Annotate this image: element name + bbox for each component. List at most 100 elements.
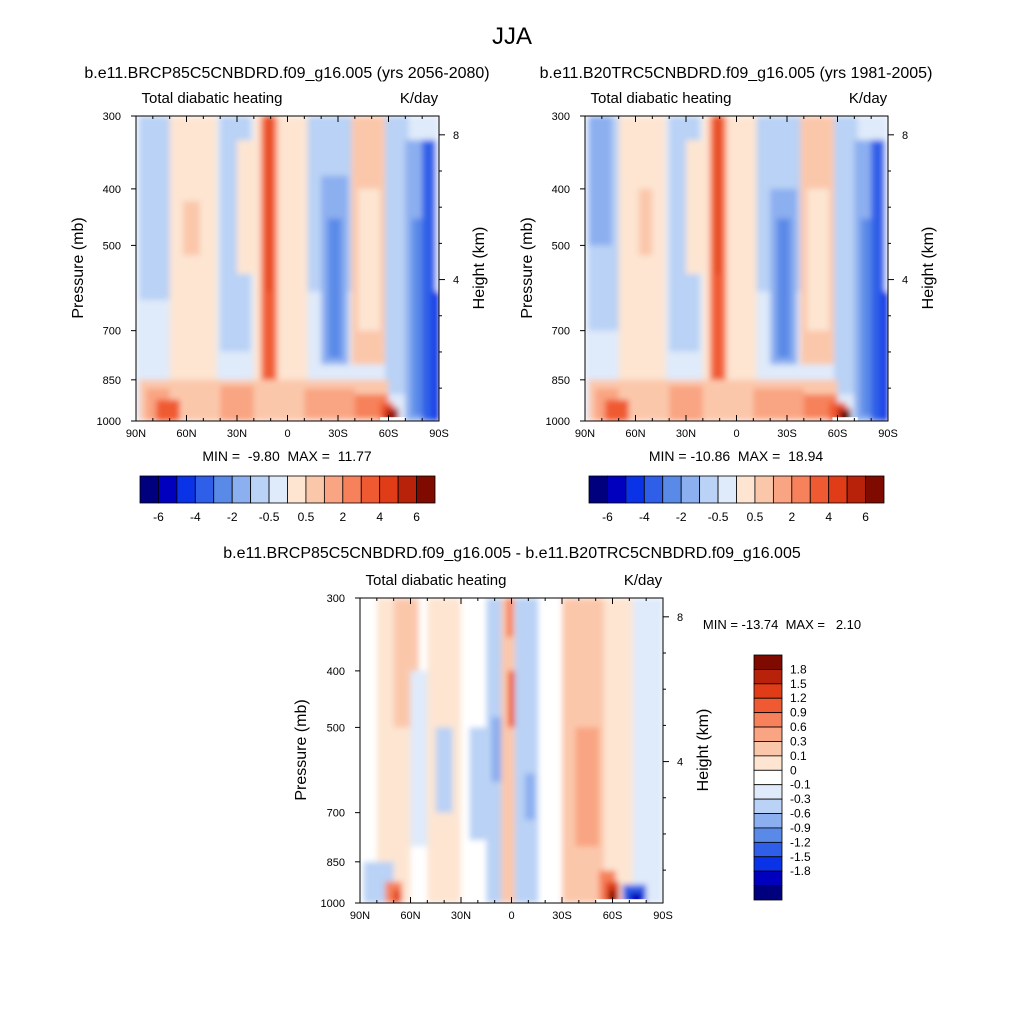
contour-region (156, 399, 180, 421)
colorbar-box (158, 475, 178, 504)
contour-region (604, 598, 633, 903)
x-tick-label: 90S (653, 910, 673, 922)
x-tick-label: 90S (429, 428, 449, 440)
colorbar-box (753, 885, 783, 901)
colorbar-box (754, 475, 774, 504)
colorbar-label: -0.5 (259, 510, 280, 524)
colorbar-box (846, 475, 866, 504)
colorbar-label: 1.2 (790, 691, 807, 705)
colorbar-label: 6 (862, 510, 869, 524)
colorbar-box (323, 475, 344, 504)
panel-difference-ylabel: Pressure (mb) (293, 699, 310, 800)
colorbar-label: 1.8 (790, 662, 807, 676)
x-tick-label: 30S (777, 428, 797, 440)
colorbar-label: 0.9 (790, 706, 807, 720)
panel-difference-right-string: K/day (624, 572, 663, 589)
y-tick-label: 500 (327, 722, 345, 734)
colorbar-box (753, 654, 783, 670)
y2-tick-label: 4 (902, 275, 908, 287)
x-tick-label: 60N (625, 428, 645, 440)
colorbar-label: -0.9 (790, 821, 811, 835)
contour-region (807, 188, 830, 331)
panel-future-stats: MIN = -9.80 MAX = 11.77 (202, 448, 372, 464)
panel-future-colorbar: -6 -4 -2 -0.5 0.5 2 4 6 (139, 475, 436, 524)
colorbar-box (305, 475, 325, 504)
contour-region (388, 413, 397, 421)
colorbar-label: 2 (788, 510, 795, 524)
contour-region (524, 773, 536, 820)
panel-difference-y2label: Height (km) (695, 709, 712, 792)
panel-historical-left-string: Total diabatic heating (591, 90, 732, 107)
colorbar-box (753, 784, 783, 800)
contour-fill-group (585, 116, 888, 421)
colorbar-box (753, 741, 783, 757)
y-tick-label: 850 (327, 857, 345, 869)
colorbar-label: -0.5 (708, 510, 729, 524)
panel-future: b.e11.BRCP85C5CNBDRD.f09_g16.005 (yrs 20… (70, 65, 490, 524)
y-tick-label: 1000 (321, 898, 345, 910)
contour-region (304, 388, 355, 419)
y-tick-label: 300 (552, 111, 570, 123)
contour-region (491, 717, 502, 782)
contour-region (861, 218, 875, 416)
y-tick-label: 700 (327, 808, 345, 820)
colorbar-label: -0.6 (790, 807, 811, 821)
x-tick-label: 90N (350, 910, 370, 922)
colorbar-label: -1.2 (790, 835, 811, 849)
contour-region (595, 899, 647, 903)
y2-tick-label: 8 (677, 612, 683, 624)
x-tick-label: 30S (552, 910, 572, 922)
colorbar-box (809, 475, 830, 504)
contour-region (776, 218, 791, 359)
panel-historical-stats: MIN = -10.86 MAX = 18.94 (649, 448, 824, 464)
colorbar-label: 0.1 (790, 749, 807, 763)
y-tick-label: 400 (327, 666, 345, 678)
contour-region (506, 598, 514, 638)
contour-region (605, 399, 629, 421)
x-tick-label: 30S (328, 428, 348, 440)
x-tick-label: 90N (575, 428, 595, 440)
contour-region (280, 116, 308, 421)
y2-tick-label: 8 (453, 130, 459, 142)
contour-region (881, 291, 888, 421)
contour-fill-group (360, 598, 663, 903)
colorbar-label: 2 (339, 510, 346, 524)
y2-tick-label: 8 (902, 130, 908, 142)
panel-future-right-string: K/day (400, 90, 439, 107)
colorbar-label: 1.5 (790, 677, 807, 691)
x-tick-label: 60N (400, 910, 420, 922)
colorbar-label: 6 (413, 510, 420, 524)
contour-region (514, 598, 539, 903)
panel-future-field (136, 116, 439, 421)
x-tick-label: 30N (227, 428, 247, 440)
colorbar-box (753, 841, 783, 858)
colorbar-box (753, 712, 783, 728)
contour-region (237, 140, 258, 275)
panel-historical-colorbar: -6 -4 -2 -0.5 0.5 2 4 6 (588, 475, 885, 524)
colorbar-box (139, 475, 159, 504)
contour-region (618, 116, 666, 421)
colorbar-box (753, 669, 783, 685)
colorbar-box (736, 475, 756, 504)
contour-region (183, 201, 200, 256)
x-tick-label: 60S (603, 910, 623, 922)
panel-historical-right-string: K/day (849, 90, 888, 107)
panel-difference-left-string: Total diabatic heating (366, 572, 507, 589)
panel-future-ylabel: Pressure (mb) (70, 217, 87, 318)
panel-difference-axes: 90N 60N 30N 0 30S 60S 90S 300 400 500 700 850 1000 8 4 (321, 593, 684, 922)
panel-historical-axes: 90N 60N 30N 0 30S 60S 90S 300 400 500 700 850 1000 8 4 (546, 111, 909, 440)
contour-region (638, 188, 653, 256)
y-tick-label: 1000 (97, 416, 121, 428)
panel-historical-title: b.e11.B20TRC5CNBDRD.f09_g16.005 (yrs 198… (540, 65, 933, 82)
colorbar-box (231, 475, 252, 504)
colorbar-box (360, 475, 381, 504)
colorbar-box (699, 475, 719, 504)
contour-region (832, 417, 858, 421)
y-tick-label: 400 (103, 184, 121, 196)
colorbar-box (753, 726, 783, 742)
colorbar-box (625, 475, 645, 504)
y-tick-label: 700 (552, 326, 570, 338)
x-tick-label: 60S (828, 428, 848, 440)
colorbar-box (268, 475, 288, 504)
y-tick-label: 1000 (546, 416, 570, 428)
